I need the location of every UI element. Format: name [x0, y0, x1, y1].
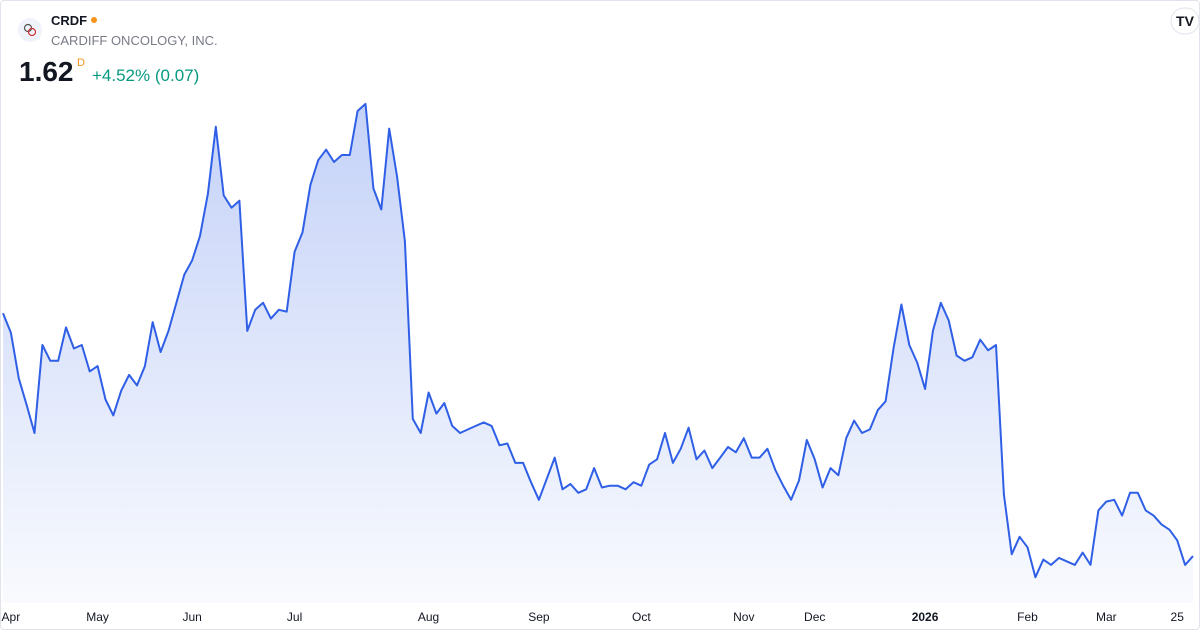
x-tick-label: Sep — [528, 610, 550, 624]
logo — [18, 18, 42, 42]
brand-badge[interactable] — [1170, 7, 1200, 35]
x-tick-label: Oct — [632, 610, 651, 624]
x-tick-label: Apr — [2, 610, 21, 624]
price-line — [2, 102, 1194, 579]
x-tick-label: Feb — [1017, 610, 1038, 624]
x-tick-label: Mar — [1096, 610, 1117, 624]
x-tick-label: Jul — [287, 610, 302, 624]
x-tick-label: 25 — [1171, 610, 1185, 624]
x-tick-label: Dec — [804, 610, 825, 624]
symbol: CRDF — [51, 13, 87, 28]
area-fill — [3, 103, 1193, 604]
x-tick-label: Nov — [733, 610, 754, 624]
brand-logo[interactable]: TV — [1176, 13, 1195, 29]
x-tick-label: May — [86, 610, 109, 624]
logo-mark — [27, 27, 37, 37]
price: 1.62 — [19, 56, 74, 87]
x-tick-label: Jun — [182, 610, 201, 624]
price-change: +4.52% (0.07) — [92, 66, 199, 85]
price-flag: D — [77, 57, 85, 69]
x-tick-label: Aug — [418, 610, 439, 624]
company-name: CARDIFF ONCOLOGY, INC. — [51, 33, 218, 48]
x-tick-label: 2026 — [912, 610, 939, 624]
status-dot — [91, 17, 97, 23]
